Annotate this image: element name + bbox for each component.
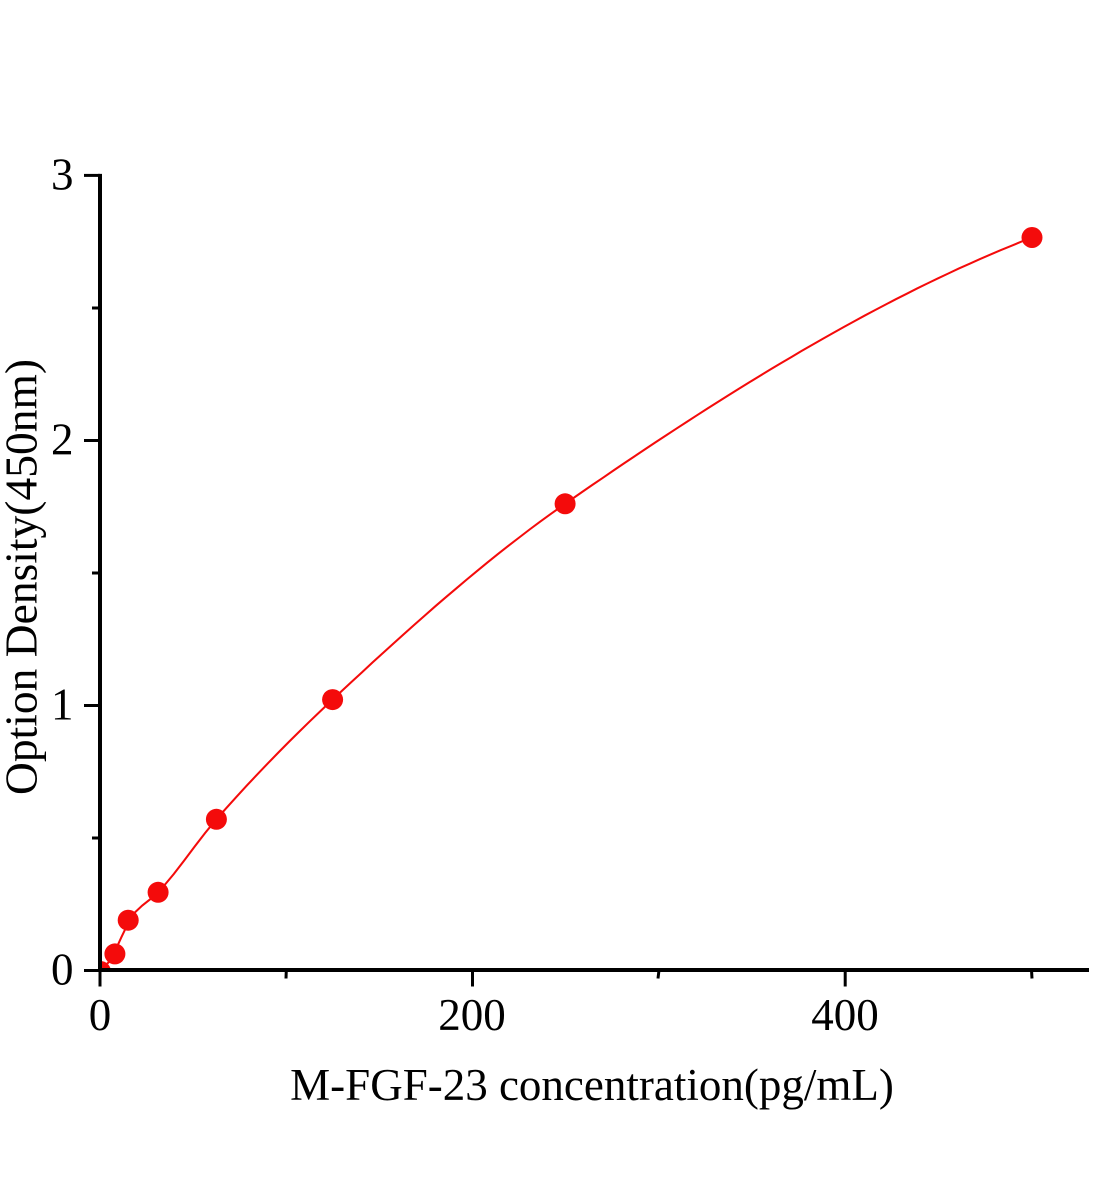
svg-text:0: 0 bbox=[51, 945, 74, 995]
svg-text:3: 3 bbox=[51, 149, 74, 199]
svg-text:200: 200 bbox=[438, 990, 506, 1040]
svg-text:2: 2 bbox=[51, 415, 74, 465]
svg-text:0: 0 bbox=[89, 990, 112, 1040]
svg-text:1: 1 bbox=[51, 680, 74, 730]
svg-text:400: 400 bbox=[811, 990, 879, 1040]
svg-text:Option Density(450nm): Option Density(450nm) bbox=[0, 359, 47, 795]
svg-text:M-FGF-23 concentration(pg/mL): M-FGF-23 concentration(pg/mL) bbox=[290, 1060, 894, 1110]
